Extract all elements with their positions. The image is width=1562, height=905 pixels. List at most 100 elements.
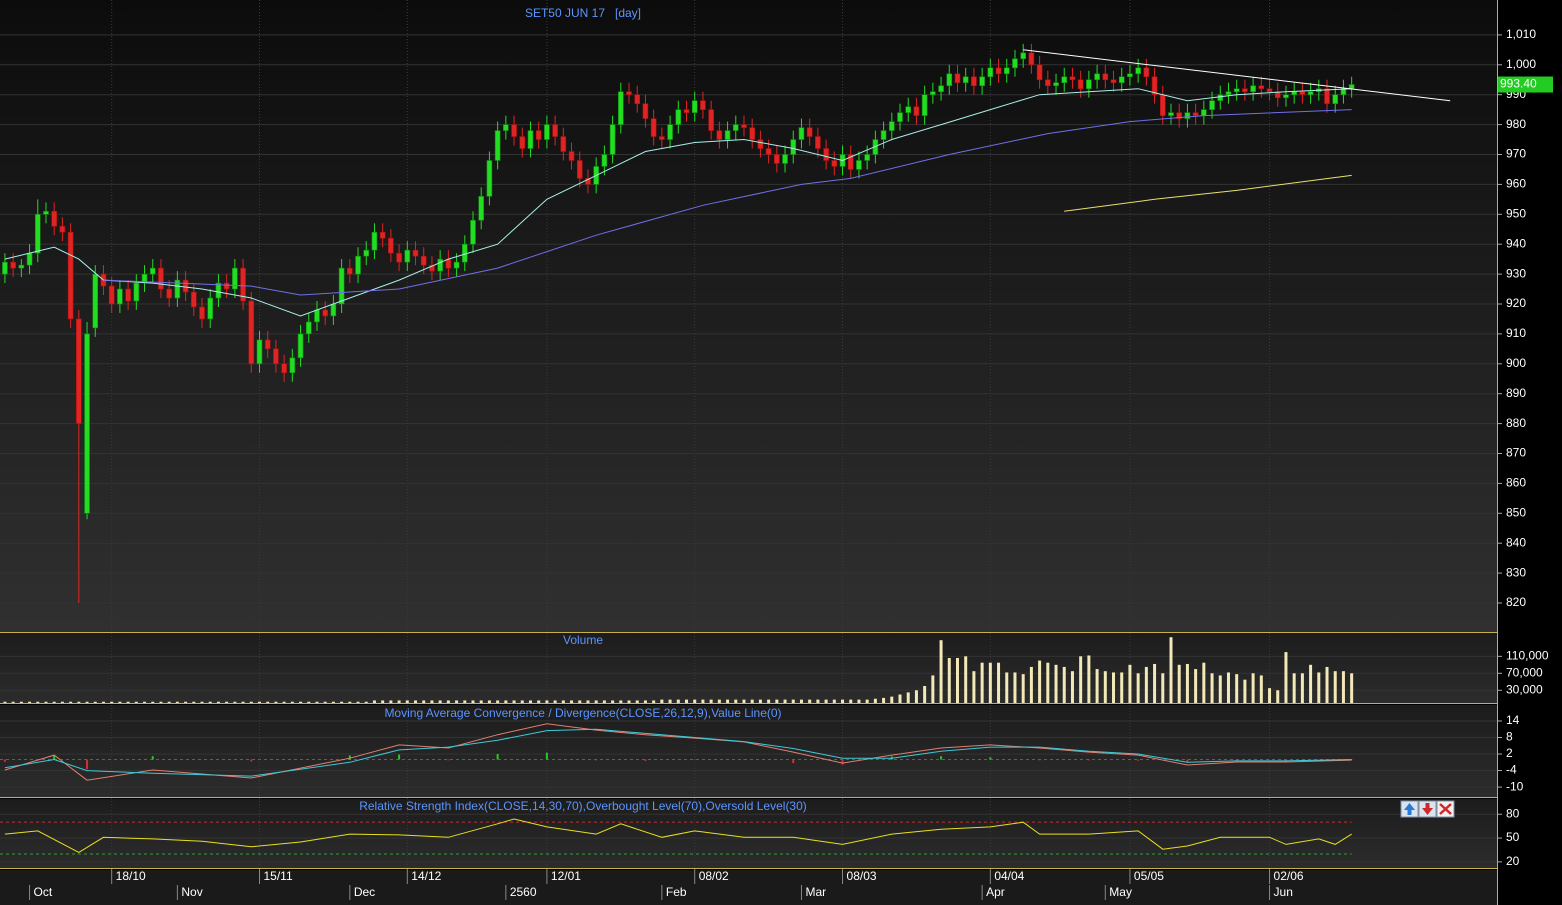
volume-bar: [364, 701, 368, 703]
candle-body: [691, 100, 698, 113]
candle-body: [232, 267, 238, 290]
x-tick-label: 15/11: [263, 869, 292, 883]
volume-bar: [750, 699, 754, 703]
candle-body: [117, 288, 123, 305]
y-tick-label: 880: [1506, 416, 1526, 430]
volume-bar: [1144, 666, 1148, 703]
volume-bar: [545, 700, 549, 703]
candle-body: [1086, 79, 1092, 90]
volume-bar: [652, 700, 656, 703]
volume-bar: [85, 701, 89, 703]
x-tick-label: Mar: [805, 885, 826, 899]
histogram-bar: [447, 759, 450, 761]
grid: [0, 0, 1502, 900]
volume-bar: [701, 699, 705, 703]
candle-body: [724, 130, 731, 140]
candle-body: [667, 124, 673, 140]
candle-body: [67, 231, 74, 320]
candle-body: [34, 213, 41, 254]
candle-body: [1291, 91, 1297, 95]
volume-bar: [980, 662, 984, 703]
candle-body: [1217, 94, 1224, 101]
candle-body: [519, 136, 526, 149]
candle-body: [108, 285, 115, 305]
candle-body: [831, 160, 838, 167]
y-tick-label: 8: [1506, 730, 1513, 744]
candle-body: [626, 91, 632, 95]
candle-body: [355, 255, 361, 275]
histogram-bar: [792, 759, 795, 764]
volume-bar: [1317, 672, 1321, 703]
volume-bar: [1276, 690, 1280, 703]
candle-body: [347, 267, 353, 275]
y-tick-label: 20: [1506, 854, 1520, 868]
candle-body: [133, 282, 140, 302]
move-up-button[interactable]: [1400, 800, 1419, 818]
y-tick-label: 980: [1506, 117, 1526, 131]
volume-bar: [175, 701, 179, 703]
y-tick-label: 910: [1506, 326, 1526, 340]
y-tick-label: 920: [1506, 296, 1526, 310]
candle-body: [379, 231, 386, 239]
candle-body: [1250, 85, 1256, 93]
histogram-bar: [3, 759, 6, 762]
volume-bar: [1103, 671, 1107, 703]
y-tick-label: 820: [1506, 595, 1526, 609]
volume-bar: [1202, 662, 1206, 703]
close-button[interactable]: [1436, 800, 1455, 818]
volume-bar: [274, 701, 278, 703]
volume-bar: [914, 690, 918, 703]
volume-bar: [1169, 637, 1173, 703]
volume-bar: [619, 700, 623, 703]
volume-bar: [126, 701, 130, 703]
x-tick-label: 14/12: [411, 869, 441, 883]
volume-bar: [389, 700, 393, 703]
volume-panel: [0, 633, 1497, 703]
x-tick-label: 02/06: [1274, 869, 1304, 883]
move-down-button[interactable]: [1418, 800, 1437, 818]
candle-body: [568, 151, 575, 161]
candle-body: [1266, 88, 1273, 93]
candle-body: [223, 282, 230, 290]
y-tick-label: 850: [1506, 505, 1526, 519]
candle-body: [190, 291, 197, 308]
candle-body: [946, 73, 953, 87]
volume-bar: [791, 699, 795, 703]
candle-body: [215, 282, 222, 299]
histogram-bar: [151, 756, 154, 760]
volume-bar: [799, 699, 803, 703]
candle-body: [396, 252, 402, 263]
candle-body: [847, 154, 854, 170]
candle-body: [1159, 94, 1166, 116]
volume-bar: [1218, 675, 1222, 703]
volume-bar: [1054, 664, 1058, 703]
candle-body: [470, 219, 476, 245]
panel-title: Relative Strength Index(CLOSE,14,30,70),…: [359, 799, 807, 813]
y-tick-label: 900: [1506, 356, 1526, 370]
volume-bar: [356, 701, 360, 703]
volume-bar: [832, 699, 836, 703]
candle-body: [338, 267, 345, 305]
x-tick-label: Nov: [181, 885, 202, 899]
histogram-bar: [644, 759, 647, 761]
volume-bar: [972, 671, 976, 703]
volume-bar: [1341, 671, 1345, 703]
x-axis-panel: [0, 870, 1497, 905]
volume-bar: [643, 700, 647, 703]
volume-bar: [816, 699, 820, 703]
x-tick-label: 18/10: [116, 869, 146, 883]
y-tick-label: 840: [1506, 535, 1526, 549]
volume-bar: [726, 699, 730, 703]
candle-body: [322, 309, 328, 317]
histogram-bar: [989, 757, 992, 760]
x-tick-label: Dec: [354, 885, 375, 899]
candle-body: [921, 94, 928, 116]
histogram-bar: [250, 759, 253, 762]
volume-bar: [685, 699, 689, 703]
candle-body: [1020, 52, 1026, 60]
candle-body: [864, 154, 870, 161]
volume-bar: [1070, 671, 1074, 703]
y-tick-label: 80: [1506, 806, 1520, 820]
y-tick-label: 30,000: [1506, 682, 1543, 696]
